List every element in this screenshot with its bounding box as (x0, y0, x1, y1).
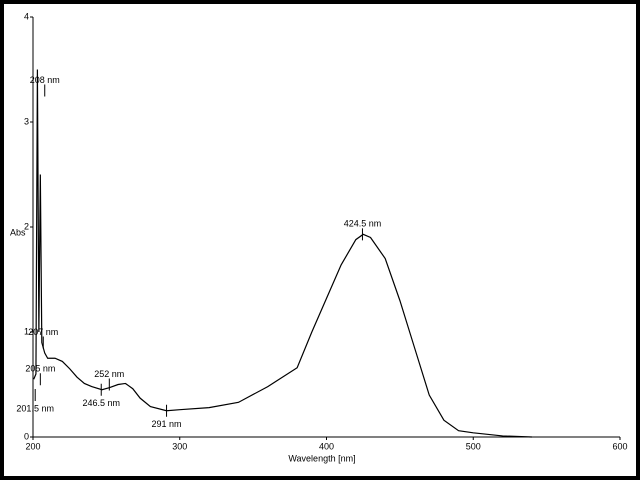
y-tick-label: 0 (24, 431, 29, 441)
spectrum-line (33, 69, 532, 438)
y-tick-label: 4 (24, 11, 29, 21)
y-tick-label: 2 (24, 221, 29, 231)
peak-label: 207 nm (28, 327, 58, 337)
x-tick-label: 400 (319, 441, 334, 451)
peak-label: 205 nm (25, 364, 55, 374)
peak-label: 424.5 nm (344, 219, 382, 229)
x-tick-label: 500 (466, 441, 481, 451)
peak-label: 252 nm (94, 369, 124, 379)
x-axis-label: Wavelength [nm] (288, 453, 355, 463)
peak-label: 246.5 nm (82, 398, 120, 408)
y-tick-label: 3 (24, 116, 29, 126)
x-tick-label: 200 (25, 441, 40, 451)
y-tick-label: 1 (24, 326, 29, 336)
peak-label: 291 nm (152, 419, 182, 429)
x-tick-label: 300 (172, 441, 187, 451)
x-tick-label: 600 (612, 441, 627, 451)
panel (4, 4, 636, 476)
peak-label: 201.5 nm (16, 403, 54, 413)
peak-label: 208 nm (30, 75, 60, 85)
y-axis-label: Abs (10, 227, 26, 237)
